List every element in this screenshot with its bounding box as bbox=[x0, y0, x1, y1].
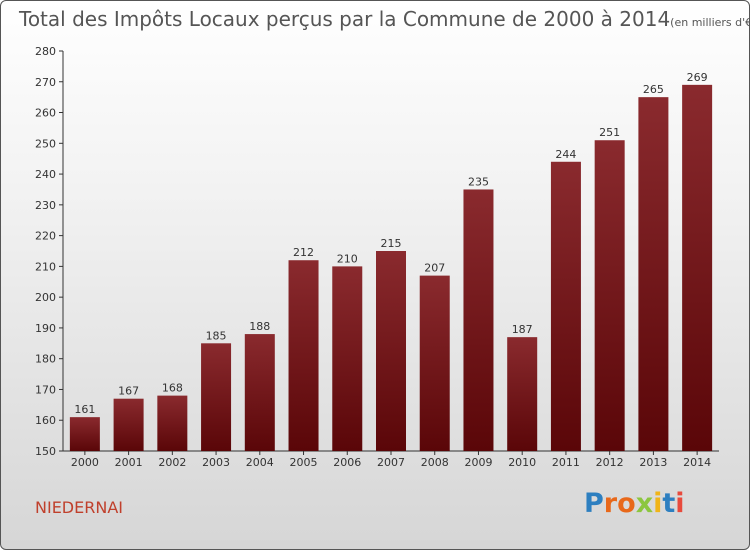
bar bbox=[638, 97, 669, 452]
commune-name: NIEDERNAI bbox=[35, 498, 123, 517]
x-tick-label: 2008 bbox=[421, 456, 449, 469]
logo-letter: x bbox=[635, 488, 654, 519]
x-tick-label: 2000 bbox=[71, 456, 99, 469]
y-tick-label: 280 bbox=[35, 45, 56, 58]
x-tick-label: 2009 bbox=[464, 456, 492, 469]
x-tick-label: 2010 bbox=[508, 456, 536, 469]
x-tick-label: 2006 bbox=[333, 456, 361, 469]
bar-value-label: 235 bbox=[468, 175, 489, 188]
bar-value-label: 188 bbox=[249, 320, 270, 333]
bar bbox=[201, 343, 232, 451]
x-tick-label: 2002 bbox=[158, 456, 186, 469]
bar bbox=[550, 161, 581, 451]
bar-value-label: 185 bbox=[206, 329, 227, 342]
y-tick-label: 260 bbox=[35, 107, 56, 120]
bar-value-label: 215 bbox=[381, 237, 402, 250]
x-tick-label: 2012 bbox=[596, 456, 624, 469]
bar bbox=[507, 337, 538, 451]
x-tick-label: 2005 bbox=[290, 456, 318, 469]
y-tick-label: 240 bbox=[35, 168, 56, 181]
y-tick-label: 160 bbox=[35, 414, 56, 427]
x-tick-label: 2011 bbox=[552, 456, 580, 469]
y-tick-label: 170 bbox=[35, 383, 56, 396]
bar-value-label: 210 bbox=[337, 252, 358, 265]
proxiti-logo[interactable]: Proxiti bbox=[584, 488, 685, 519]
bar-value-label: 265 bbox=[643, 83, 664, 96]
y-tick-label: 150 bbox=[35, 445, 56, 458]
title-text: Total des Impôts Locaux perçus par la Co… bbox=[19, 7, 671, 31]
x-tick-label: 2001 bbox=[115, 456, 143, 469]
bar-value-label: 244 bbox=[555, 148, 576, 161]
x-tick-label: 2013 bbox=[639, 456, 667, 469]
bar bbox=[463, 189, 494, 451]
y-tick-label: 270 bbox=[35, 76, 56, 89]
bar bbox=[69, 417, 100, 451]
bar-value-label: 212 bbox=[293, 246, 314, 259]
logo-letter: o bbox=[617, 488, 636, 519]
bar bbox=[376, 251, 406, 451]
y-tick-label: 210 bbox=[35, 260, 56, 273]
bar bbox=[682, 84, 713, 451]
bar bbox=[288, 260, 319, 451]
title-unit: (en milliers d'€) bbox=[670, 16, 750, 29]
bar bbox=[332, 266, 363, 451]
y-tick-label: 200 bbox=[35, 291, 56, 304]
bar-value-label: 269 bbox=[687, 71, 708, 84]
bar bbox=[419, 275, 450, 451]
chart-title: Total des Impôts Locaux perçus par la Co… bbox=[19, 7, 750, 31]
bar bbox=[244, 334, 275, 451]
y-tick-label: 230 bbox=[35, 199, 56, 212]
bar-value-label: 168 bbox=[162, 382, 183, 395]
x-tick-label: 2004 bbox=[246, 456, 274, 469]
logo-letter: P bbox=[584, 488, 604, 519]
y-tick-label: 180 bbox=[35, 353, 56, 366]
x-tick-label: 2003 bbox=[202, 456, 230, 469]
y-tick-label: 250 bbox=[35, 137, 56, 150]
bar-value-label: 207 bbox=[424, 262, 445, 275]
logo-letter: r bbox=[603, 488, 618, 519]
logo-letter: i bbox=[653, 488, 663, 519]
logo-letter: i bbox=[675, 488, 685, 519]
x-tick-label: 2014 bbox=[683, 456, 711, 469]
bar-value-label: 161 bbox=[74, 403, 95, 416]
bar-value-label: 167 bbox=[118, 385, 139, 398]
bar-value-label: 187 bbox=[512, 323, 533, 336]
y-tick-label: 220 bbox=[35, 230, 56, 243]
bar bbox=[594, 140, 625, 451]
logo-letter: t bbox=[662, 488, 676, 519]
bar-value-label: 251 bbox=[599, 126, 620, 139]
x-tick-label: 2007 bbox=[377, 456, 405, 469]
bar bbox=[157, 395, 188, 451]
y-tick-label: 190 bbox=[35, 322, 56, 335]
bar bbox=[113, 398, 144, 451]
